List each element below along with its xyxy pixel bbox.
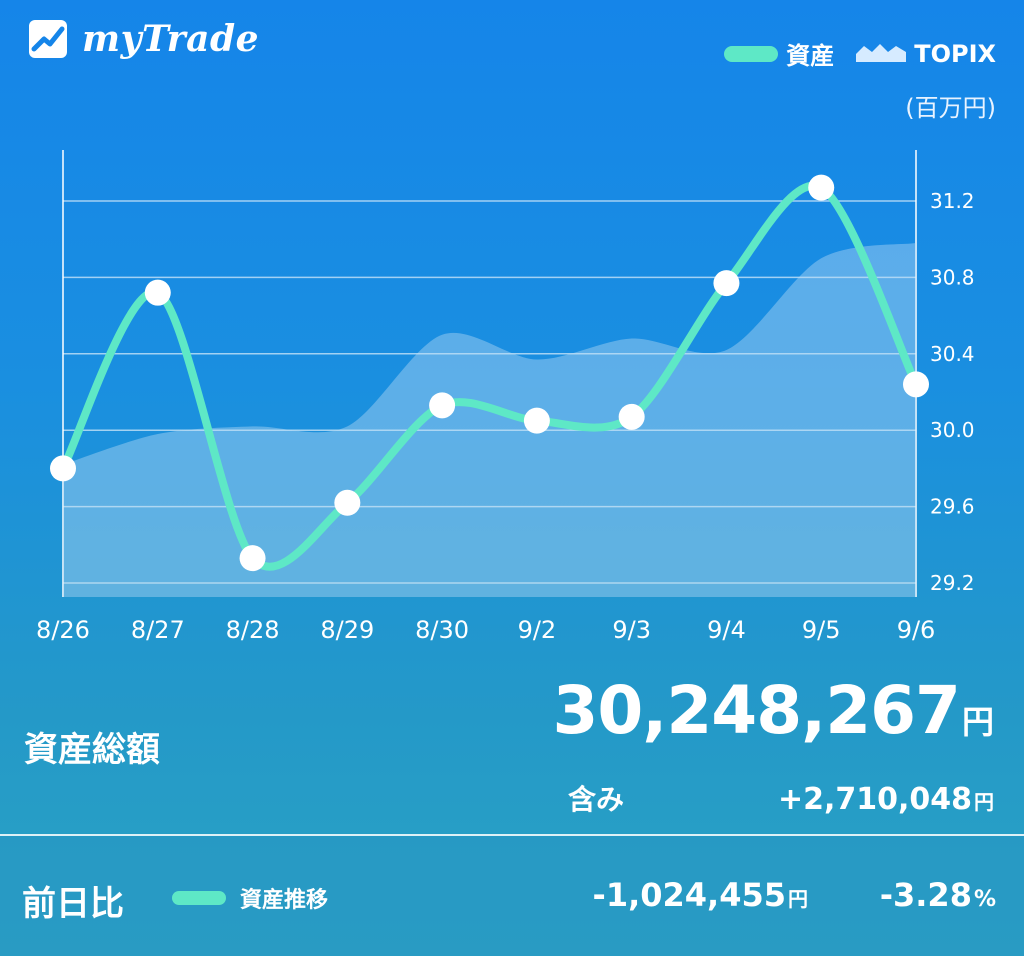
asset-point[interactable] <box>523 407 550 434</box>
y-tick-label: 29.2 <box>930 571 975 595</box>
asset-point[interactable] <box>618 403 645 430</box>
legend-item-assets: 資産 <box>724 36 834 71</box>
daily-change-percent: -3.28% <box>880 876 996 914</box>
x-tick-label: 8/28 <box>226 616 280 644</box>
app-title: myTrade <box>82 18 260 60</box>
x-tick-label: 9/5 <box>802 616 841 644</box>
x-tick-label: 8/26 <box>36 616 90 644</box>
asset-point[interactable] <box>239 545 266 572</box>
chart-legend: 資産 TOPIX <box>724 36 996 71</box>
asset-trend-legend: 資産推移 <box>172 882 328 914</box>
legend-topix-label: TOPIX <box>914 39 996 68</box>
x-tick-label: 8/27 <box>131 616 185 644</box>
asset-trend-line-swatch <box>172 891 226 905</box>
x-tick-label: 9/6 <box>897 616 936 644</box>
daily-change-number: -1,024,455 <box>592 876 786 914</box>
asset-trend-label: 資産推移 <box>240 888 329 913</box>
unrealized-gain-unit: 円 <box>974 790 994 814</box>
y-tick-label: 30.8 <box>930 265 975 289</box>
x-tick-label: 8/29 <box>320 616 374 644</box>
y-tick-label: 30.0 <box>930 418 975 442</box>
asset-point[interactable] <box>429 392 456 419</box>
daily-change-amount: -1,024,455 円 <box>593 876 808 914</box>
y-tick-label: 31.2 <box>930 189 975 213</box>
trend-logo-icon <box>28 19 68 59</box>
legend-item-topix: TOPIX <box>856 40 996 68</box>
unrealized-gain-row: 含み +2,710,048 円 <box>568 778 994 818</box>
legend-line-swatch <box>724 45 779 62</box>
asset-chart: 29.2 29.6 30.0 30.4 30.8 31.2 8/26 8/27 8/28 8/29… <box>36 174 975 644</box>
total-assets-label: 資産総額 <box>24 730 160 770</box>
unrealized-gain-number: +2,710,048 <box>777 782 972 817</box>
total-assets-unit: 円 <box>961 703 994 741</box>
asset-point[interactable] <box>903 371 929 398</box>
daily-change-label: 前日比 <box>22 884 124 924</box>
y-axis-unit-label: (百万円) <box>905 94 996 122</box>
x-tick-label: 9/4 <box>707 616 746 644</box>
percent-unit: % <box>973 887 996 912</box>
asset-point[interactable] <box>144 279 171 306</box>
legend-assets-label: 資産 <box>786 42 835 70</box>
daily-change-percent-number: -3.28 <box>879 876 972 914</box>
y-tick-label: 30.4 <box>930 342 975 366</box>
x-tick-label: 9/3 <box>612 616 651 644</box>
total-assets-number: 30,248,267 <box>552 672 961 749</box>
topix-area <box>63 243 916 597</box>
x-tick-label: 9/2 <box>518 616 557 644</box>
daily-change-footer: 前日比 資産推移 -1,024,455 円 -3.28% <box>0 836 1024 956</box>
asset-point[interactable] <box>334 489 361 516</box>
y-tick-label: 29.6 <box>930 495 975 519</box>
unrealized-gain-value: +2,710,048 円 <box>778 782 994 817</box>
asset-point[interactable] <box>808 174 835 201</box>
section-divider <box>0 834 1024 836</box>
x-tick-label: 8/30 <box>415 616 469 644</box>
total-assets-value: 30,248,267 円 <box>552 672 994 749</box>
area-chart-icon <box>856 40 907 68</box>
daily-change-unit: 円 <box>788 887 808 911</box>
unrealized-gain-label: 含み <box>568 783 625 816</box>
asset-point[interactable] <box>50 455 76 482</box>
asset-line <box>59 181 920 571</box>
asset-point[interactable] <box>713 270 740 297</box>
app-logo: myTrade <box>28 18 259 60</box>
